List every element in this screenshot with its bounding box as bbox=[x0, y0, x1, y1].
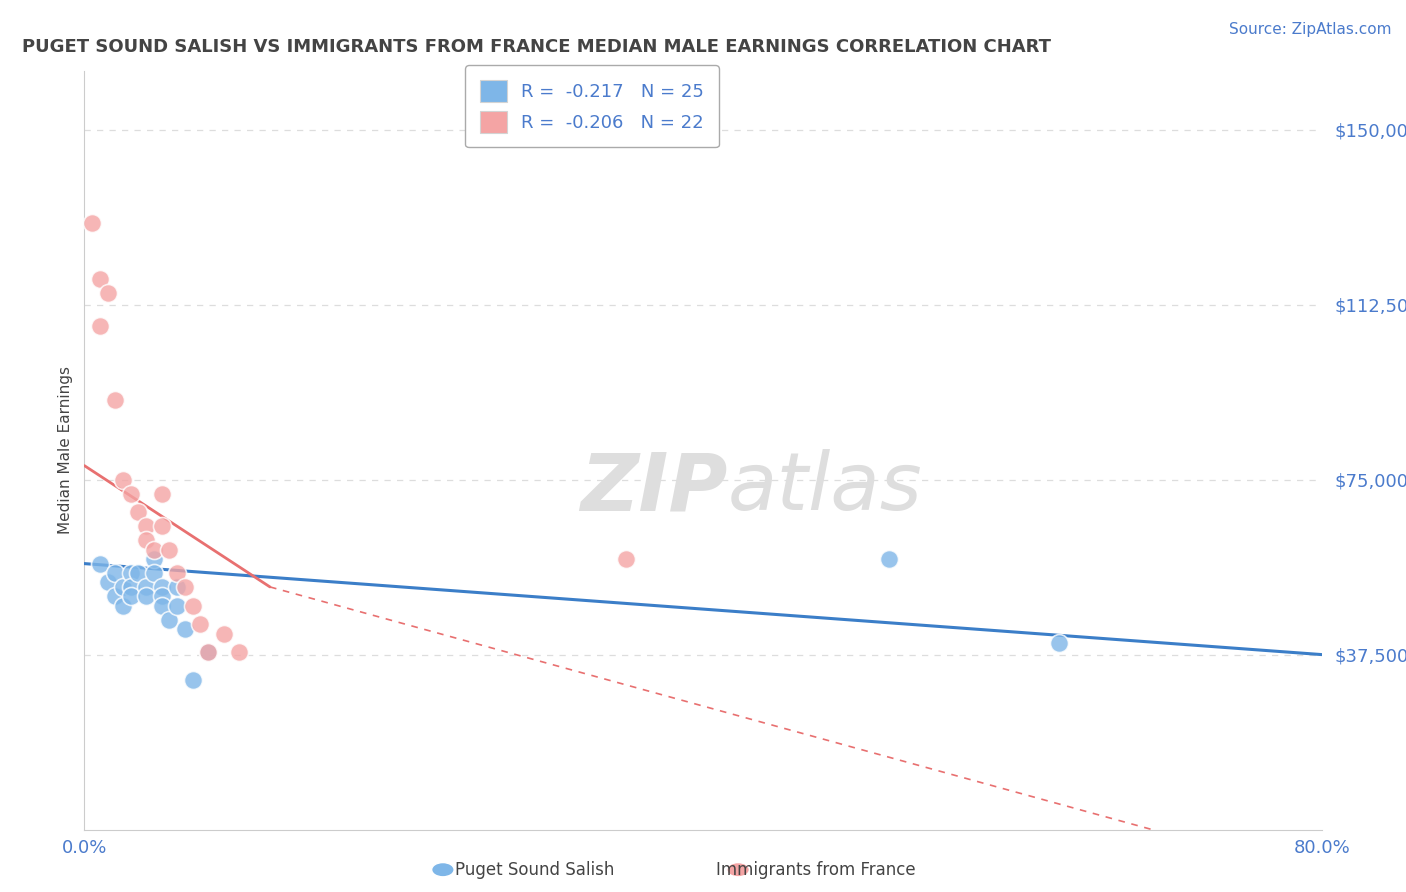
Text: atlas: atlas bbox=[728, 450, 922, 527]
Y-axis label: Median Male Earnings: Median Male Earnings bbox=[58, 367, 73, 534]
Text: Immigrants from France: Immigrants from France bbox=[716, 861, 915, 879]
Text: ZIP: ZIP bbox=[581, 450, 728, 527]
Text: PUGET SOUND SALISH VS IMMIGRANTS FROM FRANCE MEDIAN MALE EARNINGS CORRELATION CH: PUGET SOUND SALISH VS IMMIGRANTS FROM FR… bbox=[22, 38, 1052, 56]
Text: Puget Sound Salish: Puget Sound Salish bbox=[454, 861, 614, 879]
Text: Source: ZipAtlas.com: Source: ZipAtlas.com bbox=[1229, 22, 1392, 37]
Legend: R =  -0.217   N = 25, R =  -0.206   N = 22: R = -0.217 N = 25, R = -0.206 N = 22 bbox=[465, 65, 718, 147]
